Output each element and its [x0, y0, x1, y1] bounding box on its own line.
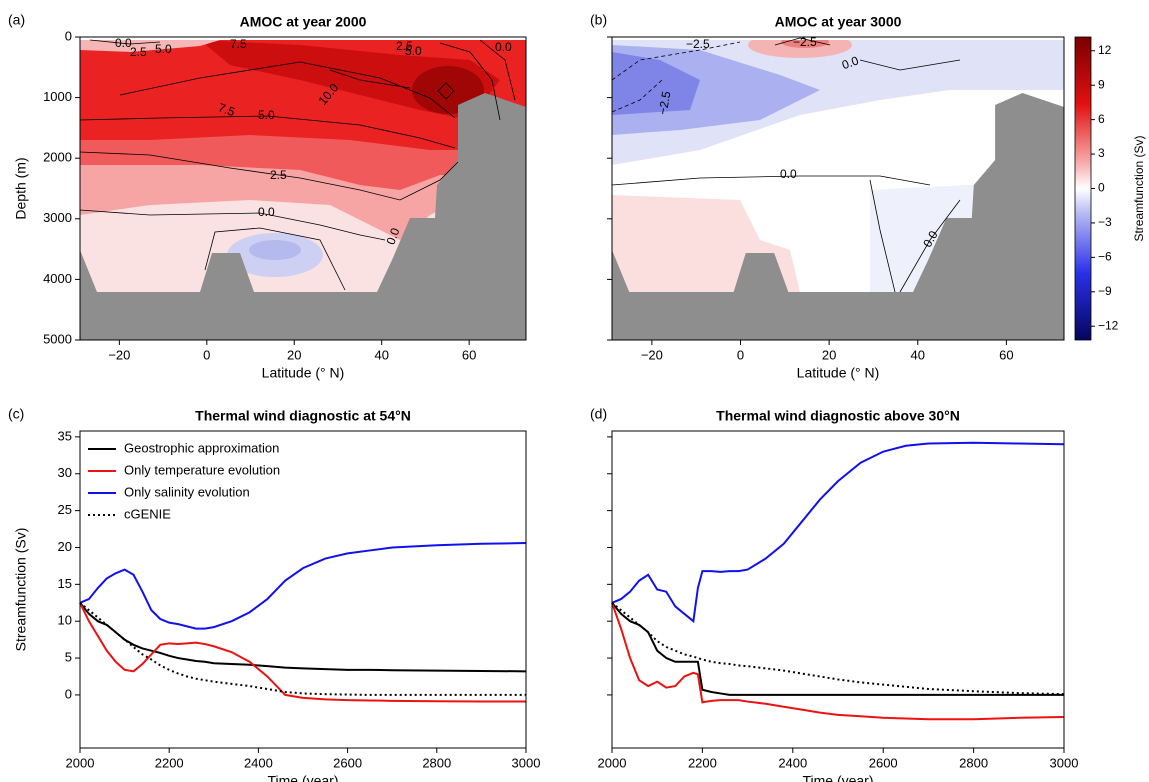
x-tick-label: −20 [641, 347, 663, 362]
panel-label: (c) [8, 406, 24, 422]
contour-labels-a: 0.0 2.5 5.0 7.5 2.5 5.0 0.0 10.0 7.5 5.0… [115, 36, 512, 246]
legend-label: cGENIE [124, 506, 171, 521]
series-line [611, 441, 1065, 624]
colorbar-tick-label: 3 [1098, 146, 1105, 160]
contour-label: 7.5 [216, 100, 237, 119]
colorbar-tick-label: −12 [1098, 318, 1119, 332]
y-tick-label: 4000 [43, 271, 72, 286]
contour-label: 0.0 [384, 226, 403, 247]
contour-label: 0.0 [115, 36, 132, 50]
legend-label: Only temperature evolution [124, 462, 280, 477]
y-axis-label: Depth (m) [13, 157, 29, 219]
contour-label: 0.0 [495, 40, 512, 54]
x-tick-label: 2800 [959, 755, 988, 770]
y-tick-label: 15 [58, 576, 72, 591]
contour-label: −2.5 [656, 90, 674, 116]
y-tick-label: 2000 [43, 150, 72, 165]
contour-label: 0.0 [258, 205, 275, 219]
y-tick-label: 35 [58, 428, 72, 443]
contour-label: 7.5 [230, 37, 247, 51]
contour-label: 0.0 [840, 53, 861, 72]
series-line [611, 601, 1065, 696]
x-tick-label: 40 [374, 347, 388, 362]
chart-title: Thermal wind diagnostic above 30°N [716, 408, 960, 424]
contour-label: 2.5 [396, 39, 413, 53]
colorbar-tick-label: 0 [1098, 181, 1105, 195]
x-tick-label: 3000 [512, 755, 541, 770]
x-tick-label: 60 [462, 347, 476, 362]
contour-fill-b [612, 37, 1064, 340]
x-tick-label: 20 [287, 347, 301, 362]
x-tick-label: 40 [911, 347, 925, 362]
contour-label: −2.5 [793, 35, 817, 49]
y-tick-label: 30 [58, 465, 72, 480]
chart-title: AMOC at year 3000 [775, 14, 902, 30]
y-tick-label: 3000 [43, 210, 72, 225]
colorbar-tick-label: −9 [1098, 284, 1112, 298]
x-tick-label: 2800 [422, 755, 451, 770]
colorbar-tick-label: 9 [1098, 77, 1105, 91]
y-tick-label: 0 [65, 28, 72, 43]
y-tick-label: 1000 [43, 89, 72, 104]
series-line [611, 602, 1065, 721]
series-line [79, 602, 527, 673]
series-line [79, 542, 527, 630]
x-tick-label: 2000 [66, 755, 95, 770]
contour-label: 0.0 [780, 167, 797, 181]
contour-labels-b: −2.5 −2.5 −2.5 0.0 0.0 0.0 [656, 35, 941, 250]
colorbar [1074, 36, 1092, 341]
x-tick-label: 60 [999, 347, 1013, 362]
y-tick-label: 5 [65, 649, 72, 664]
colorbar-tick-label: −6 [1098, 250, 1112, 264]
y-tick-label: 20 [58, 539, 72, 554]
colorbar-tick-label: −3 [1098, 215, 1112, 229]
x-tick-label: 3000 [1050, 755, 1079, 770]
x-axis-label: Latitude (° N) [797, 365, 880, 381]
contour-label: 5.0 [405, 44, 422, 58]
x-tick-label: 2400 [244, 755, 273, 770]
x-tick-label: 2000 [598, 755, 627, 770]
y-tick-label: 10 [58, 613, 72, 628]
colorbar-tick-label: 6 [1098, 112, 1105, 126]
y-axis-label: Streamfunction (Sv) [13, 528, 29, 652]
x-axis-label: Latitude (° N) [262, 365, 345, 381]
y-tick-label: 5000 [43, 331, 72, 346]
x-axis-label: Time (year) [267, 773, 338, 782]
contour-fill-a [80, 37, 526, 340]
contour-label: 2.5 [270, 168, 287, 182]
x-tick-label: 2600 [333, 755, 362, 770]
panel-label: (a) [8, 12, 25, 28]
colorbar-tick-label: 12 [1098, 43, 1112, 57]
x-tick-label: 20 [822, 347, 836, 362]
x-tick-label: 0 [203, 347, 210, 362]
x-tick-label: 2600 [869, 755, 898, 770]
plot-frame [79, 36, 527, 341]
plot-frame [611, 36, 1065, 341]
chart-title: Thermal wind diagnostic at 54°N [195, 408, 411, 424]
colorbar-label: Streamfunction (Sv) [1132, 135, 1146, 241]
x-tick-label: 2200 [688, 755, 717, 770]
plot-frame [79, 430, 527, 749]
x-tick-label: 2400 [778, 755, 807, 770]
x-axis-label: Time (year) [802, 773, 873, 782]
chart-title: AMOC at year 2000 [240, 14, 367, 30]
contour-label: 5.0 [155, 42, 172, 56]
panel-label: (d) [590, 406, 607, 422]
y-tick-label: 25 [58, 502, 72, 517]
contour-label: −2.5 [686, 37, 710, 51]
y-tick-label: 0 [65, 686, 72, 701]
x-tick-label: 2200 [155, 755, 184, 770]
series-line [611, 602, 1064, 696]
legend-label: Only salinity evolution [124, 484, 250, 499]
series-line [79, 602, 526, 703]
panel-label: (b) [590, 12, 607, 28]
contour-label: 2.5 [130, 45, 147, 59]
legend-label: Geostrophic approximation [124, 440, 279, 455]
plot-frame [611, 430, 1065, 749]
x-tick-label: −20 [108, 347, 130, 362]
x-tick-label: 0 [737, 347, 744, 362]
contour-label: 5.0 [258, 108, 275, 122]
